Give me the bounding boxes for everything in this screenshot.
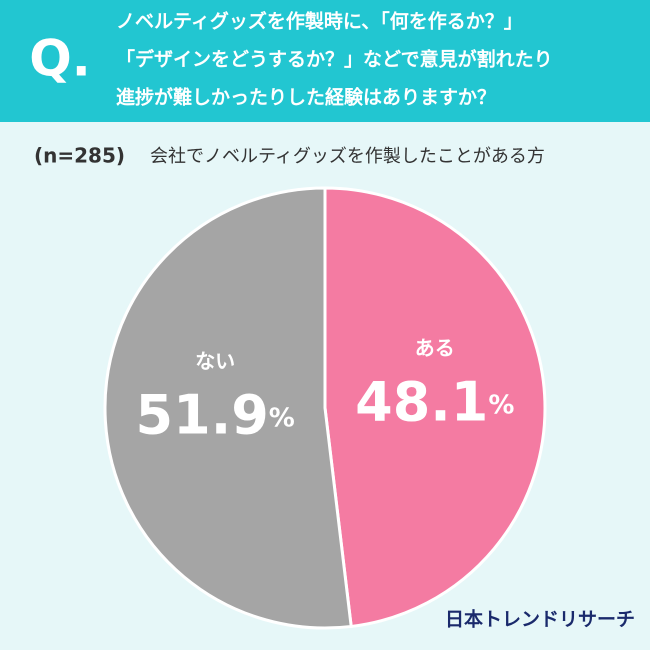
title-line: 「デザインをどうするか？」などで意見が割れたり [116, 48, 553, 71]
subtitle: 会社でノベルティグッズを作製したことがある方 [150, 146, 545, 167]
title-line: 進捗が難しかったりした経験はありますか？ [116, 86, 496, 109]
sample-size: (n=285) [34, 144, 125, 168]
pie-slice [323, 186, 547, 629]
question-mark: Q. [29, 30, 91, 88]
slice-value-label: 51.9% [136, 383, 295, 446]
slice-value-label: 48.1% [355, 370, 514, 433]
slice-category: ない [195, 349, 235, 373]
slice-category: ある [415, 336, 455, 360]
pie-slice [103, 186, 353, 630]
title-line: ノベルティグッズを作製時に、「何を作るか？」 [116, 10, 523, 33]
header-band [0, 0, 650, 122]
source-logo: 日本トレンドリサーチ [445, 608, 635, 631]
